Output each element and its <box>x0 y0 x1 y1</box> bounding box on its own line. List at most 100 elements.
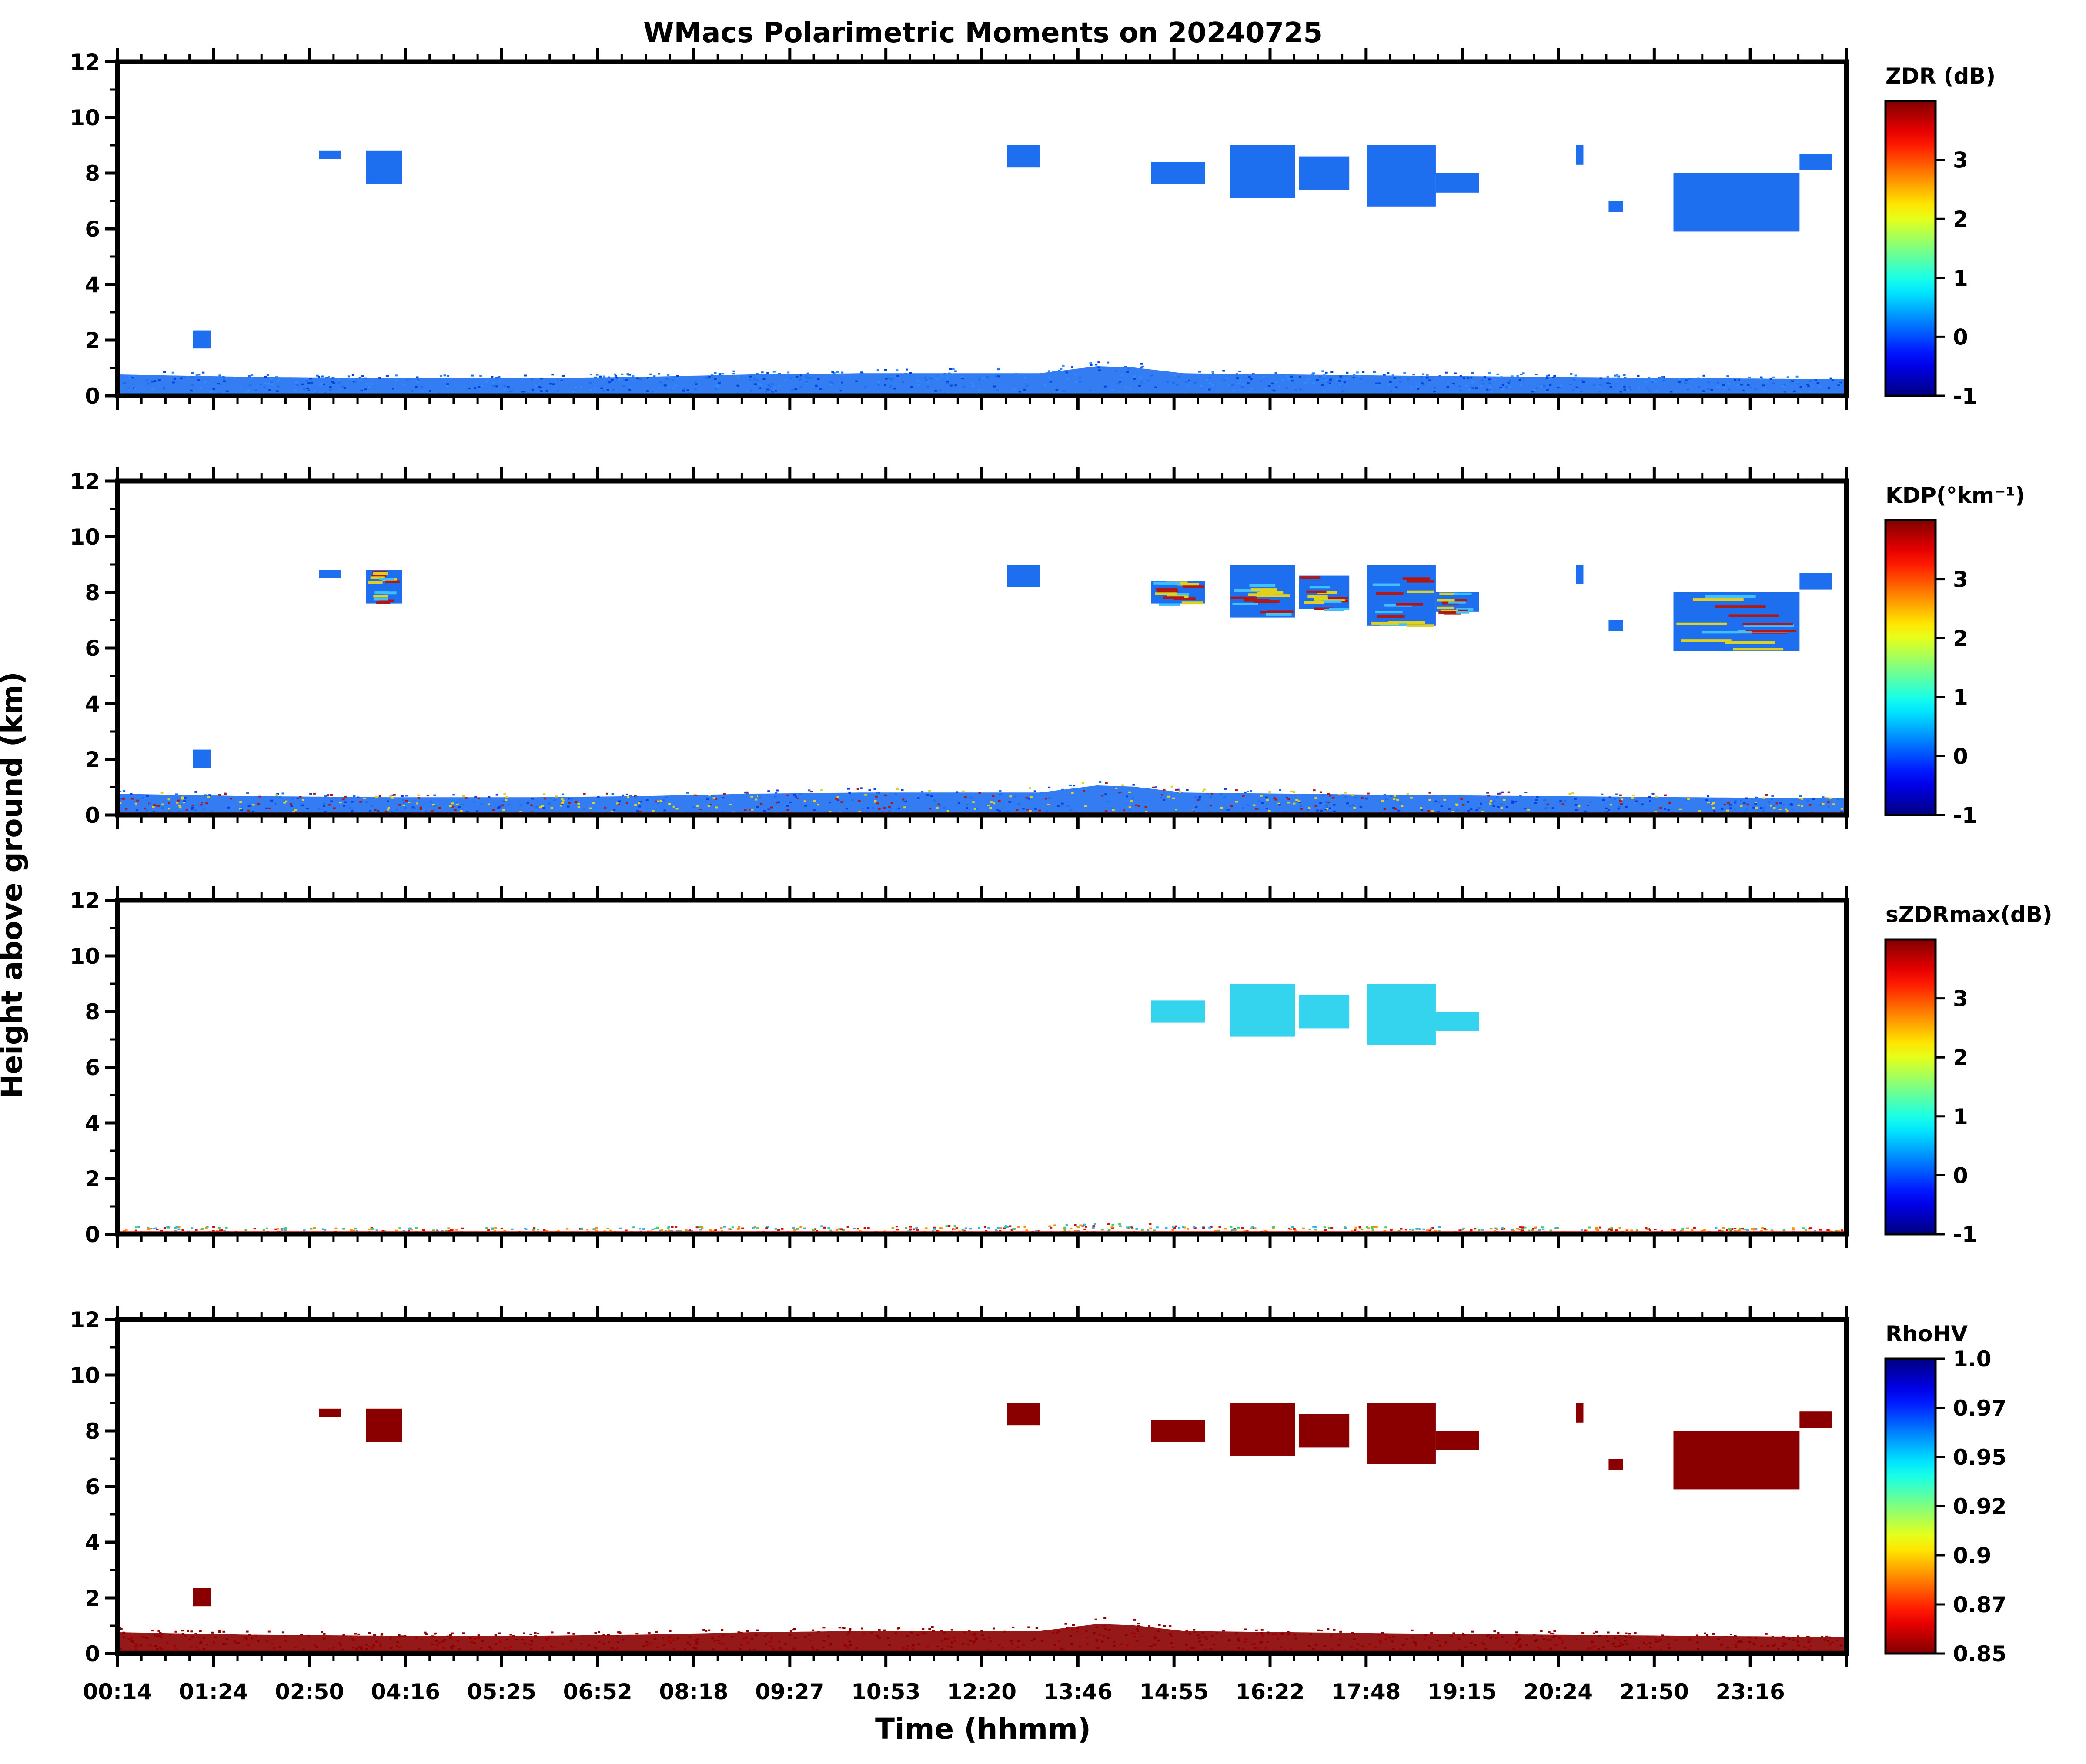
colorbar-tick-label: 0 <box>1953 324 1968 350</box>
y-tick-label: 2 <box>85 328 100 353</box>
colorbar-tick-label: 3 <box>1953 986 1968 1012</box>
y-tick-label: 8 <box>85 999 100 1025</box>
cloud-region-2 <box>193 749 211 768</box>
x-tick-label: 14:55 <box>1140 1679 1209 1704</box>
zdr-colorbar-label: ZDR (dB) <box>1885 63 1996 89</box>
cloud-region-12 <box>1799 154 1832 170</box>
cloud-region-6 <box>1299 1414 1350 1448</box>
cloud-region-9 <box>1576 145 1584 165</box>
cloud-region-11 <box>1673 173 1800 232</box>
x-tick-label: 21:50 <box>1620 1679 1689 1704</box>
cloud-region-4 <box>1151 162 1205 184</box>
y-tick-label: 12 <box>70 50 100 75</box>
cloud-region-8 <box>1435 1431 1479 1450</box>
szdrmax-colorbar-label: sZDRmax(dB) <box>1885 902 2053 927</box>
cloud-region-0 <box>319 1408 341 1417</box>
colorbar-tick-label: 2 <box>1953 207 1968 232</box>
kdp-colorbar-label: KDP(°km⁻¹) <box>1885 483 2025 508</box>
y-tick-label: 12 <box>70 469 100 494</box>
cloud-region-5 <box>1230 984 1295 1037</box>
x-tick-label: 16:22 <box>1235 1679 1304 1704</box>
colorbar-tick-label: 1 <box>1953 685 1968 710</box>
cloud-region-3 <box>1007 1403 1040 1426</box>
x-tick-label: 13:46 <box>1043 1679 1113 1704</box>
x-tick-label: 10:53 <box>851 1679 920 1704</box>
cloud-region-0 <box>319 570 341 578</box>
colorbar-tick-label: 1.0 <box>1953 1346 1992 1372</box>
colorbar-tick-label: 0.85 <box>1953 1641 2006 1667</box>
cloud-region-3 <box>1007 565 1040 587</box>
x-tick-label: 12:20 <box>947 1679 1016 1704</box>
cloud-region-10 <box>1608 201 1623 212</box>
x-axis-label: Time (hhmm) <box>875 1712 1091 1746</box>
y-tick-label: 8 <box>85 1419 100 1444</box>
cloud-region-8 <box>1435 1012 1479 1031</box>
rhohv-colorbar <box>1884 1357 1937 1655</box>
x-tick-label: 17:48 <box>1331 1679 1401 1704</box>
kdp-boundary-layer <box>117 785 1846 815</box>
y-tick-label: 10 <box>70 1363 100 1388</box>
x-tick-label: 19:15 <box>1427 1679 1497 1704</box>
y-tick-label: 0 <box>85 803 100 828</box>
x-tick-label: 08:18 <box>659 1679 728 1704</box>
x-tick-label: 05:25 <box>467 1679 536 1704</box>
kdp-colorbar <box>1884 519 1937 816</box>
cloud-region-5 <box>1230 145 1295 198</box>
cloud-region-8 <box>1435 173 1479 193</box>
cloud-region-6 <box>1299 156 1350 190</box>
rhohv-boundary-layer <box>117 1624 1846 1654</box>
y-tick-label: 4 <box>85 1530 100 1555</box>
colorbar-tick-label: 0 <box>1953 744 1968 769</box>
cloud-region-1 <box>366 1408 402 1442</box>
y-tick-label: 2 <box>85 1166 100 1192</box>
x-tick-label: 01:24 <box>179 1679 248 1704</box>
y-tick-label: 4 <box>85 272 100 297</box>
cloud-region-5 <box>1230 1403 1295 1456</box>
colorbar-tick-label: 1 <box>1953 266 1968 291</box>
x-tick-label: 23:16 <box>1716 1679 1785 1704</box>
y-tick-label: 4 <box>85 1111 100 1136</box>
cloud-region-10 <box>1608 1459 1623 1470</box>
x-tick-label: 04:16 <box>371 1679 440 1704</box>
y-tick-label: 2 <box>85 747 100 772</box>
colorbar-tick-label: 1 <box>1953 1104 1968 1129</box>
y-tick-label: 6 <box>85 217 100 242</box>
colorbar-tick-label: 0.87 <box>1953 1592 2006 1617</box>
colorbar-tick-label: 3 <box>1953 148 1968 173</box>
x-tick-label: 09:27 <box>755 1679 824 1704</box>
cloud-region-3 <box>1007 145 1040 168</box>
cloud-region-12 <box>1799 573 1832 590</box>
y-tick-label: 0 <box>85 384 100 409</box>
cloud-region-10 <box>1608 620 1623 631</box>
y-axis-label: Height above ground (km) <box>0 672 29 1099</box>
y-tick-label: 8 <box>85 161 100 186</box>
cloud-region-9 <box>1576 565 1584 584</box>
szdrmax-colorbar <box>1884 938 1937 1236</box>
cloud-region-9 <box>1576 1403 1584 1423</box>
colorbar-tick-label: 0.9 <box>1953 1543 1992 1568</box>
y-tick-label: 6 <box>85 1055 100 1080</box>
zdr-boundary-layer <box>117 366 1846 396</box>
colorbar-tick-label: 0.97 <box>1953 1396 2006 1421</box>
x-tick-label: 20:24 <box>1524 1679 1593 1704</box>
colorbar-tick-label: 0.95 <box>1953 1445 2006 1470</box>
colorbar-tick-label: -1 <box>1953 1222 1977 1247</box>
y-tick-label: 12 <box>70 888 100 913</box>
cloud-region-4 <box>1151 1420 1205 1442</box>
x-tick-label: 00:14 <box>83 1679 152 1704</box>
y-tick-label: 0 <box>85 1641 100 1667</box>
y-tick-label: 8 <box>85 580 100 605</box>
rhohv-data <box>117 1403 1846 1654</box>
cloud-region-7 <box>1367 145 1436 207</box>
colorbar-tick-label: 2 <box>1953 1045 1968 1070</box>
colorbar-tick-label: 0 <box>1953 1163 1968 1188</box>
cloud-region-6 <box>1299 995 1350 1029</box>
colorbar-tick-label: -1 <box>1953 803 1977 828</box>
cloud-region-7 <box>1367 1403 1436 1464</box>
cloud-region-12 <box>1799 1411 1832 1428</box>
cloud-region-0 <box>319 150 341 159</box>
